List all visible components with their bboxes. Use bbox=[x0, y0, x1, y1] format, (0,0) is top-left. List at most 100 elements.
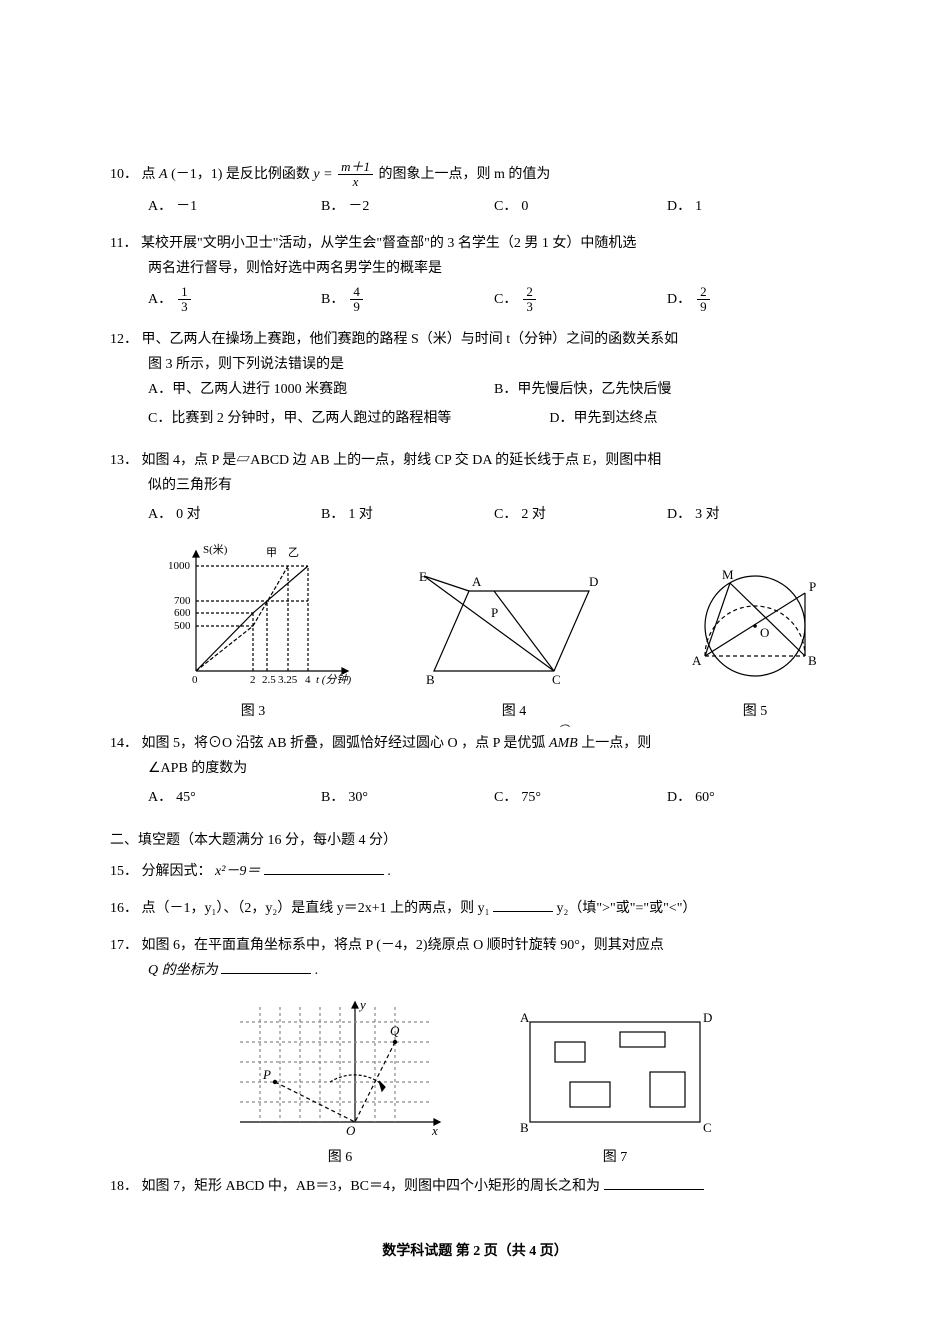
figure-4: E A D P B C 图 4 bbox=[414, 571, 614, 720]
q10-point: A bbox=[159, 167, 168, 182]
figures-row-2: y x O P Q 图 6 A D bbox=[110, 997, 840, 1166]
q10-number: 10． bbox=[110, 162, 138, 187]
opt-val: 2 对 bbox=[521, 502, 546, 527]
opt-val: 75° bbox=[521, 785, 541, 810]
frac-num: 2 bbox=[697, 285, 710, 300]
figure-7: A D B C 图 7 bbox=[510, 1007, 720, 1166]
pt-label: Q bbox=[390, 1023, 400, 1038]
q13-opt-d: D．3 对 bbox=[667, 502, 840, 527]
pt-label: O bbox=[346, 1123, 356, 1137]
frac-den: 9 bbox=[697, 300, 710, 314]
q14-opt-b: B．30° bbox=[321, 785, 494, 810]
q10-opt-d: D．1 bbox=[667, 194, 840, 219]
figure-3: S(米) 1000 700 600 500 0 2 2.5 3.25 4 t (… bbox=[148, 541, 358, 720]
opt-label: C． bbox=[494, 785, 517, 810]
question-11: 11． 某校开展"文明小卫士"活动，从学生会"督查部"的 3 名学生（2 男 1… bbox=[110, 231, 840, 315]
pt-label: A bbox=[692, 653, 702, 668]
q17-line1: 如图 6，在平面直角坐标系中，将点 P (－4，2)绕原点 O 顺时针旋转 90… bbox=[142, 938, 664, 953]
pt-label: M bbox=[722, 567, 734, 582]
pt-label: P bbox=[809, 579, 816, 594]
opt-frac: 23 bbox=[523, 285, 536, 315]
opt-frac: 13 bbox=[178, 285, 191, 315]
q12-number: 12． bbox=[110, 327, 138, 352]
figure-4-svg: E A D P B C bbox=[414, 571, 614, 691]
pt-label: B bbox=[426, 672, 435, 687]
opt-val: 30° bbox=[348, 785, 368, 810]
pt-label: A bbox=[472, 574, 482, 589]
frac-den: 9 bbox=[350, 300, 363, 314]
opt-label: C． bbox=[494, 502, 517, 527]
axis-label: x bbox=[431, 1123, 438, 1137]
q11-line2: 两名进行督导，则恰好选中两名男学生的概率是 bbox=[110, 256, 840, 281]
question-13: 13． 如图 4，点 P 是▱ABCD 边 AB 上的一点，射线 CP 交 DA… bbox=[110, 448, 840, 528]
q11-opt-c: C．23 bbox=[494, 285, 667, 315]
q15-number: 15． bbox=[110, 859, 138, 884]
opt-val: 0 对 bbox=[176, 502, 201, 527]
question-14: 14． 如图 5，将⊙O 沿弦 AB 折叠，圆弧恰好经过圆心 O ，点 P 是优… bbox=[110, 728, 840, 811]
q10-frac-num: m＋1 bbox=[338, 160, 373, 175]
pt-label: C bbox=[552, 672, 561, 687]
q15-text-a: 分解因式： bbox=[142, 864, 212, 879]
q14-line2: ∠APB 的度数为 bbox=[110, 756, 840, 781]
q17-line2: Q 的坐标为 bbox=[148, 963, 218, 978]
q18-text: 如图 7，矩形 ABCD 中，AB＝3，BC＝4，则图中四个小矩形的周长之和为 bbox=[142, 1179, 601, 1194]
opt-val: 甲先到达终点 bbox=[573, 411, 657, 426]
fig5-caption: 图 5 bbox=[670, 700, 840, 720]
question-17: 17． 如图 6，在平面直角坐标系中，将点 P (－4，2)绕原点 O 顺时针旋… bbox=[110, 933, 840, 983]
pt-label: C bbox=[703, 1120, 712, 1135]
axis-label: y bbox=[358, 997, 366, 1012]
q10-text-c: 的图象上一点，则 m 的值为 bbox=[378, 167, 550, 182]
q17-number: 17． bbox=[110, 933, 138, 958]
pt-label: P bbox=[262, 1067, 271, 1082]
pt-label: O bbox=[760, 625, 769, 640]
opt-label: C． bbox=[494, 194, 517, 219]
opt-val: 1 bbox=[695, 194, 702, 219]
opt-label: B． bbox=[321, 502, 344, 527]
pt-label: A bbox=[520, 1010, 530, 1025]
pt-label: P bbox=[491, 605, 498, 620]
opt-val: 60° bbox=[695, 785, 715, 810]
q12-opt-c: C．比赛到 2 分钟时，甲、乙两人跑过的路程相等 bbox=[148, 406, 549, 431]
q10-coords: (－1，1) bbox=[171, 167, 222, 182]
series-label: 甲 bbox=[266, 547, 277, 559]
q16-text: 点（－1，y₁）、（2，y₂）是直线 y＝2x+1 上的两点，则 y₁ bbox=[142, 901, 490, 916]
q10-opt-c: C．0 bbox=[494, 194, 667, 219]
pt-label: B bbox=[808, 653, 817, 668]
opt-val: 0 bbox=[521, 194, 528, 219]
opt-label: B． bbox=[321, 194, 344, 219]
opt-val: 比赛到 2 分钟时，甲、乙两人跑过的路程相等 bbox=[171, 411, 451, 426]
opt-label: B． bbox=[321, 287, 344, 312]
frac-num: 1 bbox=[178, 285, 191, 300]
q17-line2-end: . bbox=[315, 963, 319, 978]
q13-options: A．0 对 B．1 对 C．2 对 D．3 对 bbox=[110, 502, 840, 527]
figure-3-svg: S(米) 1000 700 600 500 0 2 2.5 3.25 4 t (… bbox=[148, 541, 358, 691]
fig6-caption: 图 6 bbox=[230, 1146, 450, 1166]
figure-5: M P O A B 图 5 bbox=[670, 561, 840, 720]
opt-frac: 29 bbox=[697, 285, 710, 315]
frac-den: 3 bbox=[178, 300, 191, 314]
opt-label: D． bbox=[667, 502, 691, 527]
opt-val: －1 bbox=[176, 194, 197, 219]
opt-label: D． bbox=[667, 785, 691, 810]
question-10: 10． 点 A (－1，1) 是反比例函数 y = m＋1 x 的图象上一点，则… bbox=[110, 160, 840, 219]
figures-row-1: S(米) 1000 700 600 500 0 2 2.5 3.25 4 t (… bbox=[148, 541, 840, 720]
question-18: 18． 如图 7，矩形 ABCD 中，AB＝3，BC＝4，则图中四个小矩形的周长… bbox=[110, 1174, 840, 1199]
blank bbox=[493, 897, 553, 912]
q16-number: 16． bbox=[110, 896, 138, 921]
q16-text2: y₂（填">"或"="或"<"） bbox=[557, 901, 697, 916]
q17-line2-wrap: Q 的坐标为 . bbox=[110, 958, 840, 983]
fig3-xlabel: t (分钟) bbox=[316, 673, 351, 686]
figure-6: y x O P Q 图 6 bbox=[230, 997, 450, 1166]
q13-opt-b: B．1 对 bbox=[321, 502, 494, 527]
blank bbox=[264, 860, 384, 875]
q13-opt-c: C．2 对 bbox=[494, 502, 667, 527]
q10-opt-a: A．－1 bbox=[148, 194, 321, 219]
q11-number: 11． bbox=[110, 231, 137, 256]
q14-opt-c: C．75° bbox=[494, 785, 667, 810]
opt-val: 3 对 bbox=[695, 502, 720, 527]
figure-6-svg: y x O P Q bbox=[230, 997, 450, 1137]
blank bbox=[604, 1175, 704, 1190]
fig3-ylabel: S(米) bbox=[203, 543, 228, 556]
opt-label: A． bbox=[148, 785, 172, 810]
xtick: 4 bbox=[305, 674, 311, 686]
